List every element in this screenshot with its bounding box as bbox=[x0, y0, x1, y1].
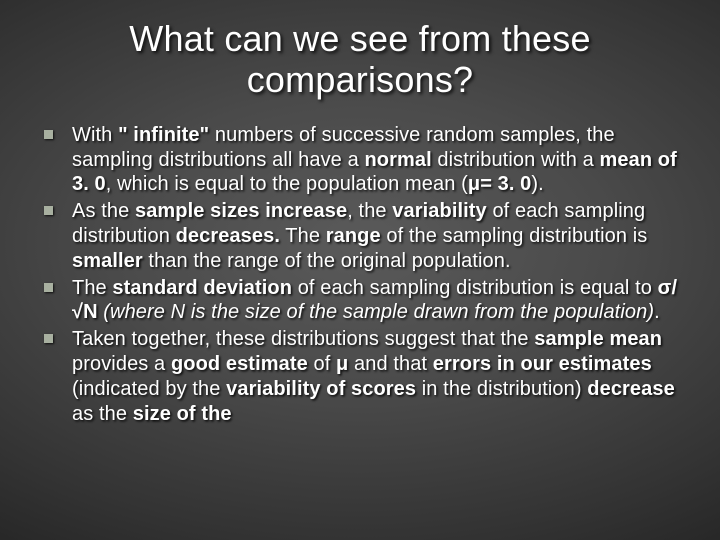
list-item: As the sample sizes increase, the variab… bbox=[38, 199, 688, 273]
bullet-text: Taken together, these distributions sugg… bbox=[72, 328, 675, 424]
title-line1: What can we see from these bbox=[129, 18, 590, 59]
square-bullet-icon bbox=[44, 130, 53, 139]
square-bullet-icon bbox=[44, 334, 53, 343]
bullet-text: As the sample sizes increase, the variab… bbox=[72, 200, 647, 272]
title-line2: comparisons? bbox=[247, 59, 474, 100]
bullet-text: The standard deviation of each sampling … bbox=[72, 277, 677, 324]
slide-title: What can we see from these comparisons? bbox=[32, 18, 688, 101]
list-item: Taken together, these distributions sugg… bbox=[38, 327, 688, 426]
list-item: The standard deviation of each sampling … bbox=[38, 276, 688, 326]
slide: What can we see from these comparisons? … bbox=[0, 0, 720, 540]
list-item: With " infinite" numbers of successive r… bbox=[38, 123, 688, 197]
bullet-text: With " infinite" numbers of successive r… bbox=[72, 124, 677, 196]
square-bullet-icon bbox=[44, 283, 53, 292]
square-bullet-icon bbox=[44, 206, 53, 215]
bullet-list: With " infinite" numbers of successive r… bbox=[32, 123, 688, 427]
